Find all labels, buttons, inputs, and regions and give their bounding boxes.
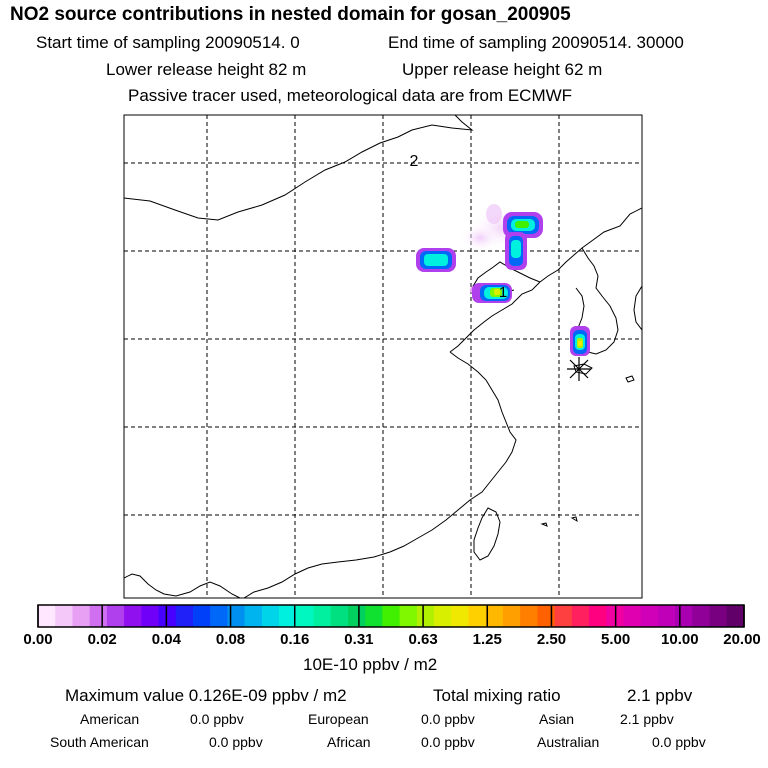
colorbar-cell (726, 605, 745, 627)
colorbar-cell (313, 605, 332, 627)
concentration-field (416, 204, 590, 356)
receptor-asterisk-icon (567, 357, 591, 381)
colorbar-cell (468, 605, 487, 627)
colorbar-cell (124, 605, 142, 627)
region-american-value: 0.0 ppbv (190, 711, 244, 727)
colorbar-cell (554, 605, 573, 627)
colorbar-cell (296, 605, 315, 627)
colorbar-cell (279, 605, 297, 627)
colorbar-cell (55, 605, 74, 627)
colorbar-cell (451, 605, 470, 627)
colorbar-cell (106, 605, 125, 627)
colorbar-cell (210, 605, 229, 627)
region-south-american-label: South American (50, 734, 149, 750)
colorbar-tick-label: 2.50 (536, 631, 567, 648)
grid-lines (124, 115, 642, 598)
colorbar-cell (485, 605, 504, 627)
colorbar-cell (571, 605, 590, 627)
source-label: 1 (499, 284, 507, 301)
region-australian-label: Australian (537, 734, 600, 750)
colorbar-cell (158, 605, 177, 627)
colorbar-cell (261, 605, 280, 627)
colorbar-ticks (37, 605, 745, 627)
colorbar-tick-label: 0.02 (87, 631, 117, 648)
region-south-american-value: 0.0 ppbv (209, 734, 263, 750)
region-african-value: 0.0 ppbv (421, 734, 475, 750)
colorbar-cell (589, 605, 607, 627)
colorbar-cell (141, 605, 160, 627)
colorbar-unit: 10E-10 ppbv / m2 (303, 655, 438, 674)
colorbar-cell (399, 605, 418, 627)
colorbar-cell (416, 605, 435, 627)
colorbar-cell (347, 605, 366, 627)
colorbar-cell (89, 605, 108, 627)
region-european-label: European (308, 711, 369, 727)
colorbar-cell (709, 605, 728, 627)
colorbar-cell (520, 605, 538, 627)
colorbar-cell (244, 605, 263, 627)
maximum-value: Maximum value 0.126E-09 ppbv / m2 (65, 686, 347, 705)
colorbar-cell (675, 605, 693, 627)
colorbar-tick-label: 1.25 (472, 631, 502, 648)
colorbar-tick-label: 10.00 (661, 631, 699, 648)
region-australian-value: 0.0 ppbv (652, 734, 706, 750)
end-time: End time of sampling 20090514. 30000 (388, 33, 684, 52)
colorbar-cell (365, 605, 383, 627)
colorbar-tick-label: 0.08 (215, 631, 246, 648)
total-mixing-ratio-value: 2.1 ppbv (627, 686, 693, 705)
colorbar-cell (38, 605, 56, 627)
region-asian-value: 2.1 ppbv (620, 711, 674, 727)
region-european-value: 0.0 ppbv (421, 711, 475, 727)
total-mixing-ratio-label: Total mixing ratio (433, 686, 561, 705)
colorbar-cell (330, 605, 349, 627)
colorbar-cells (38, 605, 745, 627)
tracer-note: Passive tracer used, meteorological data… (128, 86, 573, 105)
colorbar-cell (623, 605, 642, 627)
colorbar-tick-label: 0.16 (280, 631, 310, 648)
colorbar-cell (382, 605, 401, 627)
colorbar-cell (192, 605, 211, 627)
colorbar-cell (657, 605, 676, 627)
lower-release-height: Lower release height 82 m (106, 60, 307, 79)
colorbar-tick-label: 0.31 (344, 631, 374, 648)
colorbar-cell (537, 605, 556, 627)
region-african-label: African (327, 734, 371, 750)
colorbar-cell (692, 605, 711, 627)
colorbar-cell (434, 605, 452, 627)
colorbar-tick-label: 0.00 (23, 631, 53, 648)
colorbar-tick-label: 20.00 (723, 631, 761, 648)
contour-label: 2 (410, 153, 419, 170)
colorbar-cell (175, 605, 194, 627)
colorbar-cell (227, 605, 246, 627)
region-american-label: American (80, 711, 140, 727)
colorbar-tick-label: 0.04 (151, 631, 181, 648)
colorbar-tick-label: 5.00 (601, 631, 631, 648)
upper-release-height: Upper release height 62 m (402, 60, 603, 79)
colorbar-cell (502, 605, 521, 627)
colorbar-tick-label: 0.63 (408, 631, 438, 648)
region-asian-label: Asian (539, 711, 575, 727)
coastlines (124, 115, 642, 598)
page-title: NO2 source contributions in nested domai… (10, 4, 571, 25)
start-time: Start time of sampling 20090514. 0 (36, 33, 300, 52)
colorbar-cell (72, 605, 91, 627)
colorbar-cell (640, 605, 659, 627)
